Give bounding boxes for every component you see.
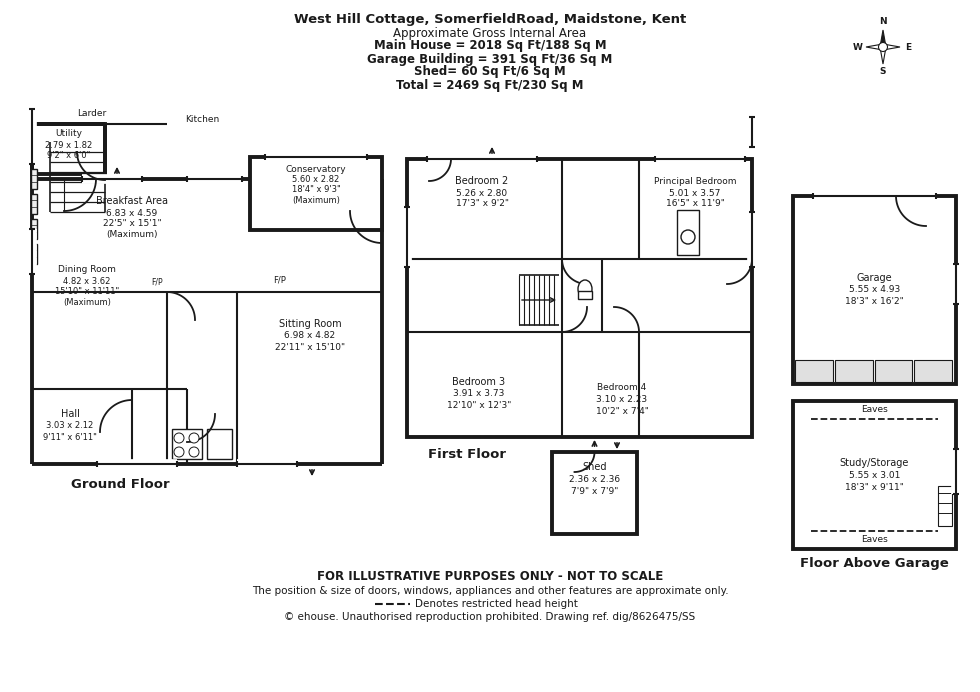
Text: Bedroom 3: Bedroom 3 [453, 377, 506, 387]
Text: F/P: F/P [273, 275, 286, 284]
Text: Breakfast Area: Breakfast Area [96, 196, 168, 206]
Text: Bedroom 4: Bedroom 4 [598, 383, 647, 392]
Text: Shed= 60 Sq Ft/6 Sq M: Shed= 60 Sq Ft/6 Sq M [415, 66, 565, 78]
Text: (Maximum): (Maximum) [106, 230, 158, 239]
Text: 18'3" x 16'2": 18'3" x 16'2" [845, 298, 904, 307]
Text: First Floor: First Floor [428, 448, 506, 460]
Text: 6.98 x 4.82: 6.98 x 4.82 [284, 331, 335, 340]
Text: 15'10" x 11'11": 15'10" x 11'11" [55, 287, 120, 296]
Text: 5.55 x 4.93: 5.55 x 4.93 [849, 286, 900, 295]
Text: 22'11" x 15'10": 22'11" x 15'10" [275, 343, 345, 352]
Text: 2.79 x 1.82: 2.79 x 1.82 [45, 140, 92, 149]
Ellipse shape [578, 280, 592, 298]
Text: 18'4" x 9'3": 18'4" x 9'3" [292, 185, 340, 194]
Text: 10'2" x 7'4": 10'2" x 7'4" [596, 406, 649, 415]
Text: 18'3" x 9'11": 18'3" x 9'11" [845, 482, 904, 491]
Bar [795, 360, 833, 382]
Text: Main House = 2018 Sq Ft/188 Sq M: Main House = 2018 Sq Ft/188 Sq M [373, 39, 607, 53]
Text: Garage: Garage [857, 273, 893, 283]
Circle shape [681, 230, 695, 244]
Text: (Maximum): (Maximum) [292, 196, 340, 205]
Text: Eaves: Eaves [861, 406, 888, 415]
Bar [32, 124, 105, 174]
Text: Ground Floor: Ground Floor [71, 477, 170, 491]
Text: Hall: Hall [61, 409, 79, 419]
Bar [407, 159, 752, 437]
Text: FOR ILLUSTRATIVE PURPOSES ONLY - NOT TO SCALE: FOR ILLUSTRATIVE PURPOSES ONLY - NOT TO … [317, 570, 663, 583]
Bar [835, 360, 872, 382]
Text: 4.82 x 3.62: 4.82 x 3.62 [64, 277, 111, 286]
Text: 17'3" x 9'2": 17'3" x 9'2" [456, 199, 509, 208]
Bar [793, 401, 956, 549]
Text: 22'5" x 15'1": 22'5" x 15'1" [103, 219, 162, 228]
Text: 3.10 x 2.23: 3.10 x 2.23 [597, 394, 648, 403]
Circle shape [174, 447, 184, 457]
Text: Larder: Larder [77, 109, 107, 118]
Bar [938, 486, 952, 526]
Polygon shape [880, 47, 886, 64]
Text: 3.03 x 2.12: 3.03 x 2.12 [46, 421, 94, 430]
Text: F/P: F/P [151, 277, 163, 286]
Text: 9'2" x 6'0": 9'2" x 6'0" [47, 150, 90, 159]
Text: 2.36 x 2.36: 2.36 x 2.36 [569, 475, 620, 484]
Text: Floor Above Garage: Floor Above Garage [800, 556, 949, 570]
Text: E: E [905, 42, 911, 51]
Bar [874, 360, 912, 382]
Text: Approximate Gross Internal Area: Approximate Gross Internal Area [393, 26, 587, 39]
Bar [31, 219, 37, 239]
Text: Denotes restricted head height: Denotes restricted head height [415, 599, 578, 609]
Text: Dining Room: Dining Room [58, 264, 116, 273]
Bar [172, 429, 202, 459]
Bar [793, 196, 956, 384]
Bar [552, 452, 637, 534]
Text: 12'10" x 12'3": 12'10" x 12'3" [447, 401, 512, 410]
Text: Study/Storage: Study/Storage [840, 458, 909, 468]
Text: © ehouse. Unauthorised reproduction prohibited. Drawing ref. dig/8626475/SS: © ehouse. Unauthorised reproduction proh… [284, 612, 696, 622]
Polygon shape [880, 30, 886, 47]
Text: Shed: Shed [582, 462, 607, 472]
Circle shape [174, 433, 184, 443]
Text: Eaves: Eaves [861, 536, 888, 545]
Circle shape [878, 42, 888, 51]
Bar [578, 291, 592, 299]
Text: Garage Building = 391 Sq Ft/36 Sq M: Garage Building = 391 Sq Ft/36 Sq M [368, 53, 612, 66]
Bar [31, 194, 37, 214]
Circle shape [189, 433, 199, 443]
Text: Bedroom 2: Bedroom 2 [456, 176, 509, 186]
Bar [31, 169, 37, 189]
Text: 5.60 x 2.82: 5.60 x 2.82 [292, 176, 340, 185]
Bar [250, 157, 382, 230]
Text: (Maximum): (Maximum) [63, 298, 111, 307]
Text: Utility: Utility [55, 129, 82, 138]
Text: 5.55 x 3.01: 5.55 x 3.01 [849, 471, 901, 480]
Text: S: S [880, 68, 886, 77]
Text: 7'9" x 7'9": 7'9" x 7'9" [570, 486, 618, 495]
Polygon shape [866, 44, 883, 50]
Text: The position & size of doors, windows, appliances and other features are approxi: The position & size of doors, windows, a… [252, 586, 728, 596]
Text: 9'11" x 6'11": 9'11" x 6'11" [43, 432, 97, 441]
Text: 5.01 x 3.57: 5.01 x 3.57 [669, 188, 720, 197]
Text: 16'5" x 11'9": 16'5" x 11'9" [665, 199, 724, 208]
Text: 3.91 x 3.73: 3.91 x 3.73 [454, 390, 505, 399]
Text: N: N [879, 17, 887, 26]
Circle shape [189, 447, 199, 457]
Bar [914, 360, 952, 382]
Polygon shape [883, 44, 900, 50]
Text: W: W [853, 42, 863, 51]
Text: Sitting Room: Sitting Room [278, 319, 341, 329]
Bar [207, 429, 232, 459]
Text: West Hill Cottage, SomerfieldRoad, Maidstone, Kent: West Hill Cottage, SomerfieldRoad, Maids… [294, 14, 686, 26]
Bar [31, 244, 37, 264]
Text: Kitchen: Kitchen [185, 114, 220, 123]
Text: Principal Bedroom: Principal Bedroom [654, 176, 736, 185]
Text: 6.83 x 4.59: 6.83 x 4.59 [107, 208, 158, 217]
Text: 5.26 x 2.80: 5.26 x 2.80 [457, 188, 508, 197]
Text: Conservatory: Conservatory [286, 165, 346, 174]
Bar [677, 210, 699, 255]
Text: Total = 2469 Sq Ft/230 Sq M: Total = 2469 Sq Ft/230 Sq M [396, 78, 584, 91]
